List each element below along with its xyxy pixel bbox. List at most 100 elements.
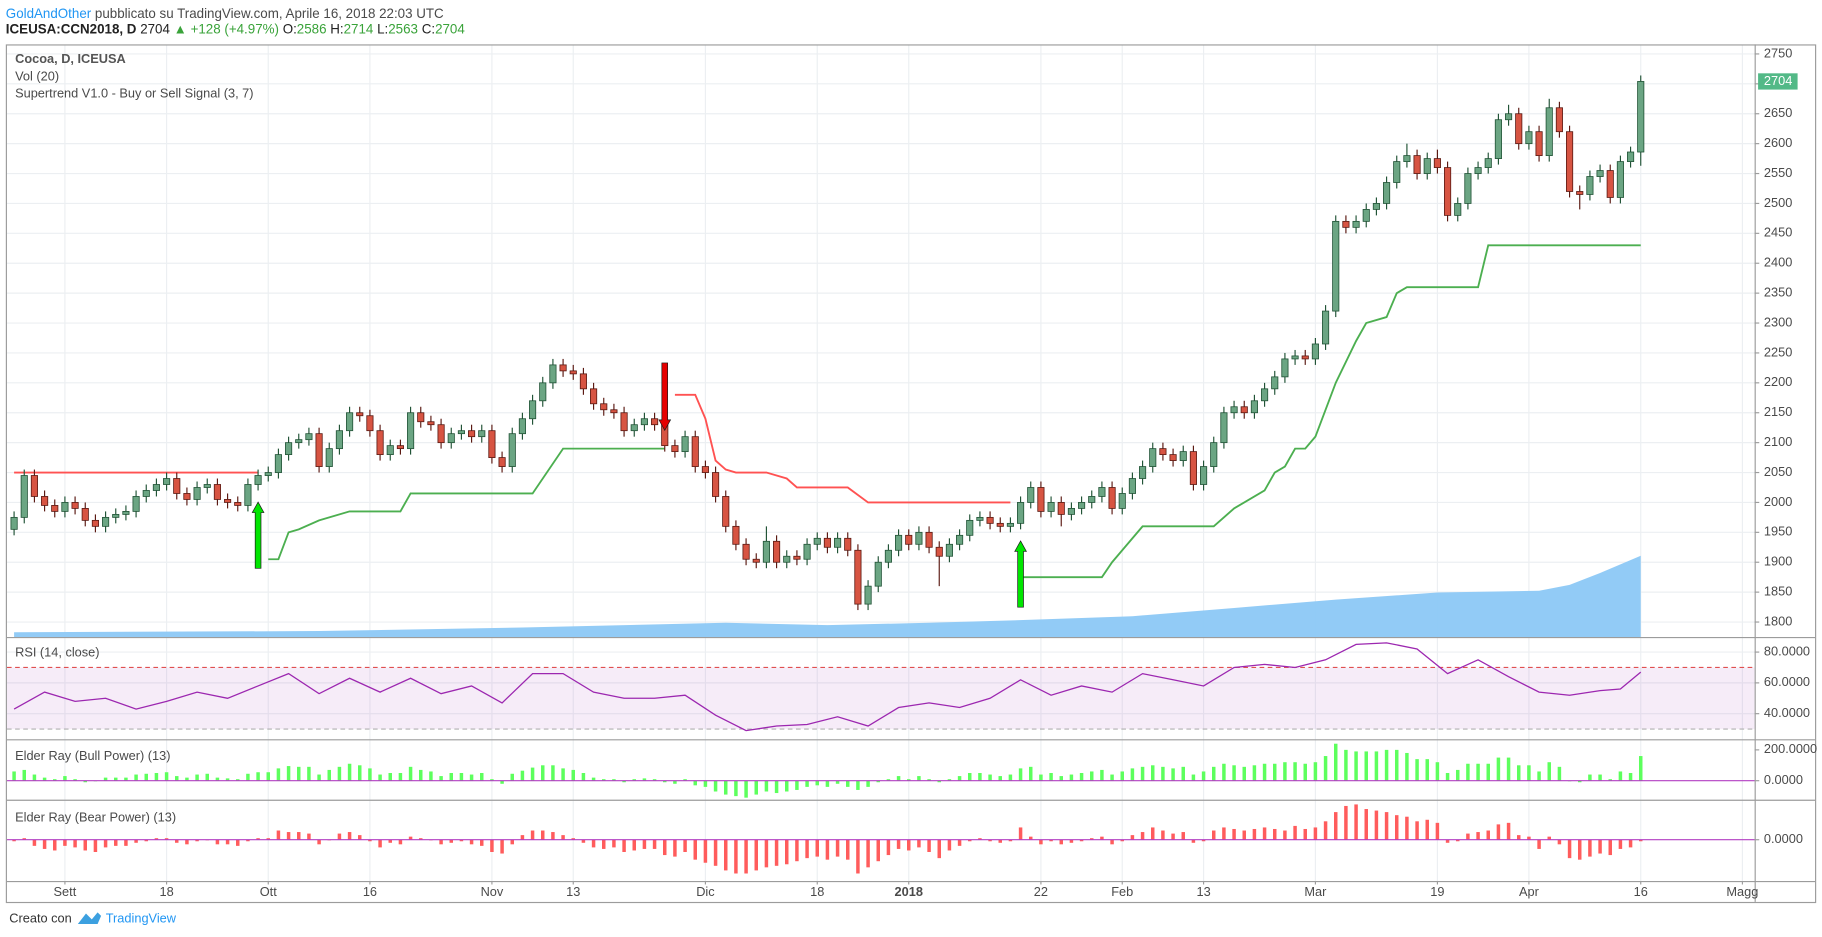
bear-power-bar: [144, 839, 148, 842]
candle-body: [224, 499, 232, 503]
bull-power-bar: [622, 780, 626, 783]
bull-power-bar: [785, 780, 789, 792]
x-tick-label: 18: [810, 884, 824, 899]
candle-body: [325, 448, 333, 467]
bull-power-bar: [530, 767, 535, 781]
candle-body: [701, 466, 709, 473]
bull-power-bar: [947, 779, 952, 781]
bull-power-bar: [1374, 751, 1379, 781]
candle-body: [884, 549, 892, 563]
bull-power-bar: [876, 780, 880, 783]
bull-power-bar: [12, 771, 16, 781]
bear-power-bar: [1201, 839, 1206, 842]
candle-body: [813, 537, 821, 545]
candle-body: [335, 430, 343, 450]
bear-power-bar: [215, 839, 220, 845]
bear-power-bar: [947, 839, 952, 851]
bull-power-bar: [1527, 765, 1531, 781]
bull-power-bar: [1384, 749, 1389, 781]
candle-body: [1555, 107, 1563, 133]
bear-power-bar: [835, 839, 840, 857]
candle-body: [945, 543, 953, 557]
bull-power-bar: [846, 780, 850, 787]
candle-body: [1342, 220, 1350, 228]
candle-body: [1210, 442, 1218, 467]
candle-body: [213, 484, 221, 500]
bear-power-bar: [1374, 810, 1379, 840]
bear-power-bar: [1415, 821, 1419, 840]
candle-body: [834, 537, 842, 548]
bear-power-bar: [907, 839, 911, 851]
candle-body: [1616, 161, 1624, 198]
candle-body: [823, 537, 831, 548]
y-tick-label: 2400: [1764, 255, 1792, 270]
candle-body: [1362, 209, 1370, 222]
bear-power-bar: [103, 839, 108, 848]
candle-body: [1037, 487, 1045, 512]
bear-power-bar: [1029, 836, 1033, 840]
candle-body: [1271, 376, 1279, 390]
bull-power-bar: [1039, 774, 1043, 781]
bull-power-bar: [713, 780, 718, 792]
bear-power-bar: [622, 839, 626, 853]
candle-body: [966, 519, 974, 536]
bull-power-bar: [42, 777, 47, 781]
bear-power-bar: [1638, 839, 1643, 842]
bear-power-bar: [978, 838, 982, 840]
y-tick-label: 2200: [1764, 374, 1792, 389]
bear-power-bar: [1394, 815, 1399, 840]
candle-body: [457, 430, 465, 435]
y-tick-label: 60.0000: [1764, 674, 1810, 689]
rsi-band: [6, 667, 1755, 730]
bull-power-bar: [663, 780, 667, 783]
bear-power-bar: [32, 839, 37, 846]
bull-power-bar: [1516, 765, 1521, 781]
candle-body: [1179, 451, 1187, 461]
candle-body: [1291, 355, 1299, 360]
bull-power-bar: [1100, 769, 1104, 781]
bear-power-bar: [1333, 812, 1338, 840]
bear-power-bar: [1567, 839, 1572, 859]
bull-power-bar: [195, 774, 199, 781]
y-tick-label: 1800: [1764, 613, 1792, 628]
bull-power-bar: [1333, 743, 1338, 781]
bear-power-bar: [1618, 839, 1623, 849]
bull-power-bar: [134, 774, 138, 781]
bull-power-bar: [1222, 763, 1226, 781]
bull-power-bar: [1303, 763, 1307, 781]
candle-body: [1433, 158, 1441, 168]
candle-body: [671, 445, 679, 453]
candle-body: [1149, 448, 1157, 467]
bear-power-bar: [1293, 825, 1297, 840]
bull-power-bar: [236, 779, 240, 781]
bear-power-bar: [246, 839, 250, 842]
footer-brand[interactable]: TradingView: [106, 911, 177, 926]
candle-body: [20, 475, 28, 518]
y-tick-label: 2050: [1764, 464, 1792, 479]
bull-power-bar: [1069, 774, 1074, 781]
bear-power-bar: [1466, 833, 1470, 840]
candle-body: [315, 433, 323, 467]
candle-body: [752, 558, 760, 563]
candle-body: [1311, 343, 1319, 360]
bear-power-bar: [917, 839, 921, 848]
candle-body: [203, 484, 211, 488]
bear-power-bar: [591, 839, 596, 848]
candle-body: [1088, 496, 1096, 503]
bull-power-bar: [256, 772, 260, 781]
candle-body: [742, 543, 750, 560]
y-tick-label: 2350: [1764, 285, 1792, 300]
y-tick-label: 2300: [1764, 314, 1792, 329]
rsi-legend: RSI (14, close): [15, 645, 99, 660]
bull-power-bar: [1445, 773, 1450, 781]
author[interactable]: GoldAndOther: [6, 6, 92, 21]
bear-power-bar: [1079, 839, 1084, 842]
rsi-line: [13, 642, 1642, 732]
bear-power-bar: [459, 839, 464, 842]
bull-power-bar: [1293, 762, 1297, 781]
bear-power-bar: [114, 839, 118, 846]
candle-body: [895, 534, 903, 551]
candle-body: [579, 373, 587, 390]
bull-power-bar: [724, 780, 728, 795]
tradingview-logo[interactable]: TradingView: [77, 911, 177, 926]
